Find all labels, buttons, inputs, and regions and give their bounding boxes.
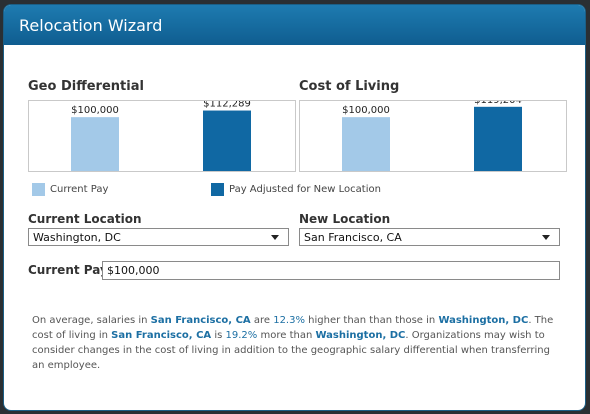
summary-text-part: more than — [257, 330, 316, 341]
chevron-down-icon — [271, 235, 279, 240]
summary-text-part: higher than than those in — [304, 315, 439, 326]
legend-adjusted-pay-swatch — [211, 183, 224, 196]
current-location-value: Washington, DC — [33, 231, 121, 244]
geo-bar-label-adjusted-pay: $112,289 — [203, 101, 251, 110]
title-bar: Relocation Wizard — [4, 5, 585, 45]
dialog-title: Relocation Wizard — [19, 16, 163, 35]
summary-text-part: On average, salaries in — [32, 315, 151, 326]
geo-differential-percent: 12.3% — [273, 315, 305, 326]
summary-text-part: are — [250, 315, 274, 326]
col-bar-label-current-pay: $100,000 — [342, 105, 390, 116]
legend-current-pay-swatch — [32, 183, 45, 196]
geo-bar-current-pay — [71, 117, 119, 171]
current-location-highlight: Washington, DC — [438, 315, 529, 326]
geo-bar-label-current-pay: $100,000 — [71, 105, 119, 116]
new-location-label: New Location — [299, 212, 391, 226]
new-location-highlight: San Francisco, CA — [150, 315, 251, 326]
geo-differential-chart: $100,000 $112,289 — [28, 100, 296, 172]
current-pay-label: Current Pay — [28, 263, 108, 277]
summary-text-part: . The cost of living in — [32, 315, 554, 341]
cost-of-living-chart: $100,000 $119,204 — [299, 100, 567, 172]
geo-differential-heading: Geo Differential — [28, 79, 144, 94]
cost-of-living-percent: 19.2% — [225, 330, 258, 341]
summary-text-part: . Organizations may wish to consider cha… — [32, 330, 550, 371]
legend-current-pay-label: Current Pay — [50, 184, 109, 195]
cost-of-living-chart-svg: $100,000 $119,204 — [342, 101, 522, 171]
col-bar-adjusted-pay — [474, 106, 522, 171]
chevron-down-icon — [542, 235, 550, 240]
current-location-highlight: Washington, DC — [315, 330, 406, 341]
cost-of-living-heading: Cost of Living — [299, 79, 400, 94]
new-location-value: San Francisco, CA — [304, 231, 402, 244]
legend-adjusted-pay-label: Pay Adjusted for New Location — [229, 184, 381, 195]
geo-differential-chart-svg: $100,000 $112,289 — [71, 101, 251, 171]
geo-bar-adjusted-pay — [203, 110, 251, 171]
relocation-wizard-dialog: Relocation Wizard Geo Differential $100,… — [4, 5, 585, 410]
summary-text-part: is — [211, 330, 226, 341]
new-location-select[interactable]: San Francisco, CA — [299, 228, 560, 246]
col-bar-current-pay — [342, 117, 390, 171]
summary-text: On average, salaries in San Francisco, C… — [32, 313, 562, 373]
new-location-highlight: San Francisco, CA — [111, 330, 212, 341]
col-bar-label-adjusted-pay: $119,204 — [474, 101, 522, 106]
current-pay-input[interactable] — [102, 261, 560, 280]
current-location-select[interactable]: Washington, DC — [28, 228, 289, 246]
current-location-label: Current Location — [28, 212, 142, 226]
